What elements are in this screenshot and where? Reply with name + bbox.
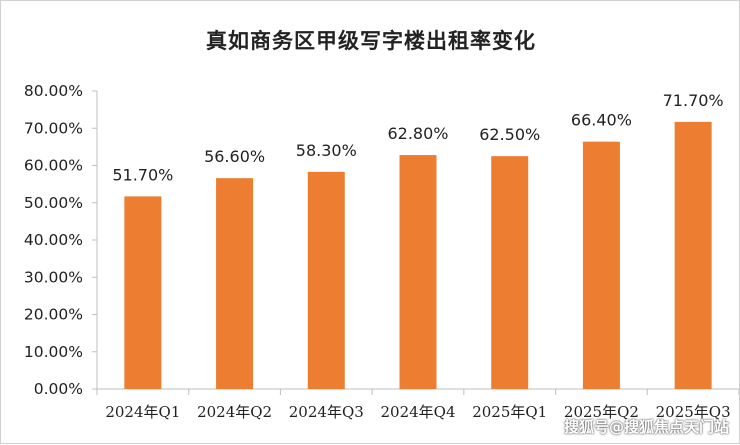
y-tick-label: 50.00% — [24, 194, 83, 212]
x-tick-label: 2024年Q1 — [105, 403, 180, 421]
bar — [399, 155, 437, 389]
watermark: 搜狐号@搜狐焦点天门站 — [563, 418, 729, 436]
y-tick-label: 40.00% — [24, 231, 83, 249]
x-tick-label: 2025年Q1 — [472, 403, 547, 421]
x-tick-label: 2024年Q4 — [380, 403, 455, 421]
y-tick-label: 10.00% — [24, 343, 83, 361]
y-tick-label: 20.00% — [24, 306, 83, 324]
data-label: 62.50% — [479, 125, 540, 144]
data-label: 66.40% — [571, 111, 632, 130]
bar — [216, 178, 254, 389]
data-label: 71.70% — [663, 91, 724, 110]
data-label: 58.30% — [296, 141, 357, 160]
bar — [307, 171, 345, 389]
data-labels: 51.70% 56.60% 58.30% 62.80% 62.50% 66.40% 71.7… — [112, 91, 723, 184]
data-label: 56.60% — [204, 147, 265, 166]
y-tick-label: 30.00% — [24, 268, 83, 286]
bars — [124, 121, 712, 389]
chart-title: 真如商务区甲级写字楼出租率变化 — [206, 29, 536, 53]
x-tick-label: 2025年Q2 — [564, 403, 639, 421]
y-tick-label: 0.00% — [34, 380, 83, 398]
data-label: 51.70% — [112, 165, 173, 184]
bar — [582, 141, 620, 389]
bar — [491, 156, 529, 389]
bar — [124, 196, 162, 389]
y-tick-label: 70.00% — [24, 119, 83, 137]
data-label: 62.80% — [387, 124, 448, 143]
bar — [674, 121, 712, 389]
x-tick-label: 2025年Q3 — [656, 403, 731, 421]
x-tick-label: 2024年Q2 — [197, 403, 272, 421]
x-tick-label: 2024年Q3 — [289, 403, 364, 421]
y-tick-label: 80.00% — [24, 82, 83, 100]
y-tick-label: 60.00% — [24, 157, 83, 175]
y-axis: 0.00% 10.00% 20.00% 30.00% 40.00% 50.00% 60.00… — [24, 82, 98, 398]
